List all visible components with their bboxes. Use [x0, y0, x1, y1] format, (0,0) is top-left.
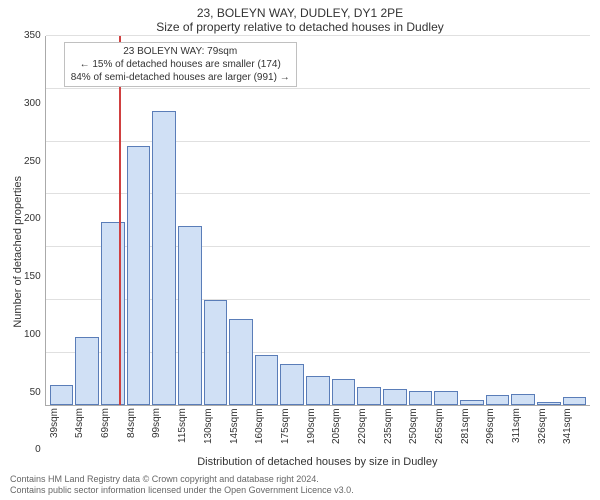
- bar: [537, 402, 561, 405]
- x-axis-label: Distribution of detached houses by size …: [45, 456, 590, 468]
- y-axis-label: Number of detached properties: [10, 176, 24, 328]
- y-tick: 150: [24, 272, 41, 282]
- y-tick: 100: [24, 330, 41, 340]
- bars-container: [46, 36, 590, 405]
- x-tick: 220sqm: [357, 408, 381, 452]
- bar: [280, 364, 304, 405]
- x-tick: 311sqm: [511, 408, 535, 452]
- x-tick: 281sqm: [460, 408, 484, 452]
- bar: [511, 394, 535, 406]
- bar: [229, 319, 253, 406]
- bar: [563, 397, 587, 405]
- x-tick: 205sqm: [331, 408, 355, 452]
- footer-line-2: Contains public sector information licen…: [10, 485, 590, 496]
- bar: [204, 300, 228, 406]
- x-tick: 296sqm: [485, 408, 509, 452]
- x-tick: 39sqm: [49, 408, 73, 452]
- plot-area: 23 BOLEYN WAY: 79sqm← 15% of detached ho…: [45, 36, 590, 406]
- y-tick: 50: [24, 388, 41, 398]
- annotation-line: 23 BOLEYN WAY: 79sqm: [71, 45, 290, 58]
- bar: [306, 376, 330, 406]
- y-tick: 350: [24, 31, 41, 41]
- x-tick: 99sqm: [151, 408, 175, 452]
- annotation-box: 23 BOLEYN WAY: 79sqm← 15% of detached ho…: [64, 42, 297, 87]
- x-tick: 326sqm: [537, 408, 561, 452]
- x-tick: 69sqm: [100, 408, 124, 452]
- x-tick: 84sqm: [126, 408, 150, 452]
- title-main: 23, BOLEYN WAY, DUDLEY, DY1 2PE: [10, 6, 590, 20]
- bar: [152, 111, 176, 405]
- bar: [255, 355, 279, 406]
- bar: [75, 337, 99, 406]
- y-ticks: 350300250200150100500: [24, 36, 45, 468]
- x-tick: 265sqm: [434, 408, 458, 452]
- chart-wrap: Number of detached properties 3503002502…: [10, 36, 590, 468]
- y-tick: 300: [24, 99, 41, 109]
- footer: Contains HM Land Registry data © Crown c…: [10, 474, 590, 496]
- footer-line-1: Contains HM Land Registry data © Crown c…: [10, 474, 590, 485]
- x-tick: 160sqm: [254, 408, 278, 452]
- chart-titles: 23, BOLEYN WAY, DUDLEY, DY1 2PE Size of …: [10, 6, 590, 34]
- y-tick: 0: [24, 445, 41, 455]
- x-tick: 130sqm: [203, 408, 227, 452]
- y-tick: 250: [24, 157, 41, 167]
- annotation-line: 84% of semi-detached houses are larger (…: [71, 71, 290, 84]
- x-tick: 235sqm: [383, 408, 407, 452]
- reference-line: [119, 36, 121, 405]
- x-tick: 115sqm: [177, 408, 201, 452]
- plot-column: 23 BOLEYN WAY: 79sqm← 15% of detached ho…: [45, 36, 590, 468]
- x-tick: 341sqm: [562, 408, 586, 452]
- x-ticks: 39sqm54sqm69sqm84sqm99sqm115sqm130sqm145…: [45, 406, 590, 452]
- bar: [383, 389, 407, 406]
- x-tick: 54sqm: [74, 408, 98, 452]
- bar: [357, 387, 381, 405]
- bar: [50, 385, 74, 405]
- y-tick: 200: [24, 214, 41, 224]
- bar: [434, 391, 458, 406]
- bar: [127, 146, 151, 406]
- bar: [409, 391, 433, 406]
- x-tick: 250sqm: [408, 408, 432, 452]
- annotation-line: ← 15% of detached houses are smaller (17…: [71, 58, 290, 71]
- bar: [486, 395, 510, 406]
- x-tick: 145sqm: [229, 408, 253, 452]
- bar: [460, 400, 484, 405]
- x-tick: 190sqm: [306, 408, 330, 452]
- bar: [332, 379, 356, 405]
- bar: [178, 226, 202, 405]
- title-sub: Size of property relative to detached ho…: [10, 20, 590, 34]
- x-tick: 175sqm: [280, 408, 304, 452]
